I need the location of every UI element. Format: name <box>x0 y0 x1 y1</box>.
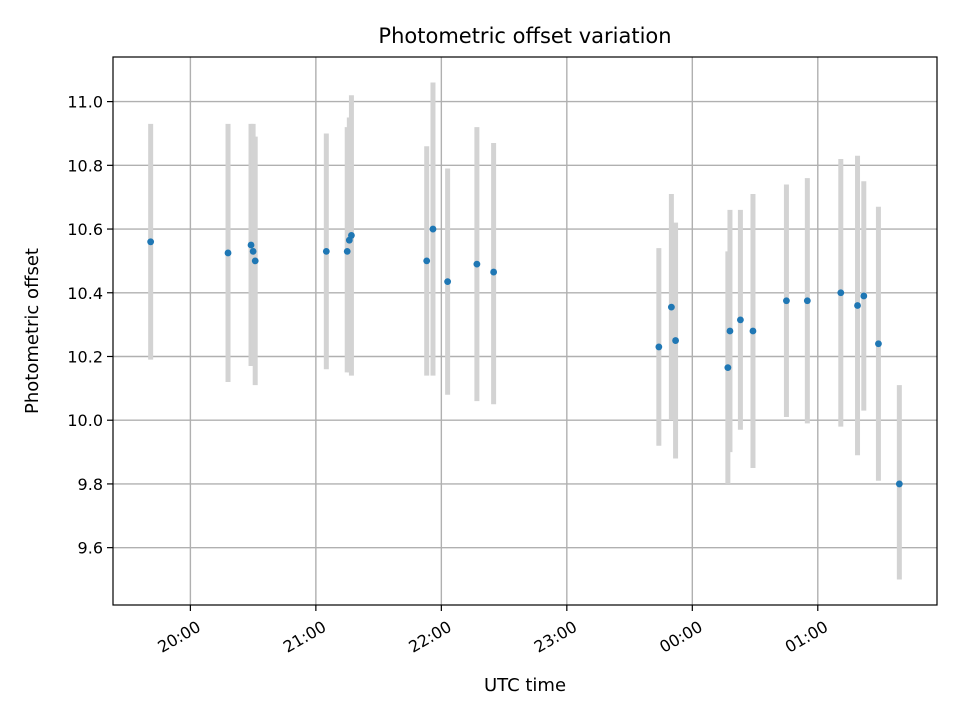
y-tick-label: 10.8 <box>67 156 103 175</box>
y-tick-label: 9.6 <box>78 539 103 558</box>
y-axis-label: Photometric offset <box>22 248 43 414</box>
data-points <box>147 225 903 488</box>
data-point <box>724 364 732 372</box>
y-tick-label: 10.4 <box>67 284 103 303</box>
data-point <box>247 241 255 249</box>
plot-area <box>113 57 937 605</box>
data-point <box>147 238 155 246</box>
data-point <box>473 260 481 268</box>
plot-frame <box>112 56 938 606</box>
data-point <box>490 268 498 276</box>
data-point <box>783 297 790 305</box>
y-tick-label: 10.6 <box>67 220 103 239</box>
y-tick-label: 10.0 <box>67 411 103 430</box>
data-point <box>749 327 757 335</box>
x-axis-label: UTC time <box>484 675 566 696</box>
grid-lines <box>113 57 937 605</box>
data-point <box>737 316 744 324</box>
data-point <box>655 343 663 351</box>
data-point <box>423 257 431 265</box>
data-point <box>224 249 232 257</box>
y-tick-label: 11.0 <box>67 93 103 112</box>
data-point <box>348 232 355 239</box>
data-point <box>444 278 452 286</box>
data-point <box>860 292 868 300</box>
data-point <box>667 303 675 311</box>
data-point <box>429 225 437 233</box>
y-axis-ticks: 9.6 9.8 10.0 10.2 10.4 10.6 10.8 11.0 <box>67 93 113 558</box>
data-point <box>251 257 259 265</box>
data-point <box>837 289 845 297</box>
data-point <box>895 480 903 488</box>
data-point <box>343 247 351 255</box>
data-point <box>875 340 882 348</box>
data-point <box>854 302 861 309</box>
data-point <box>322 247 330 255</box>
chart-title: Photometric offset variation <box>378 24 671 48</box>
data-point <box>249 247 257 255</box>
y-tick-label: 10.2 <box>67 347 103 366</box>
data-point <box>803 297 811 305</box>
data-point <box>726 327 734 335</box>
data-point <box>672 337 679 344</box>
y-tick-label: 9.8 <box>78 475 103 494</box>
